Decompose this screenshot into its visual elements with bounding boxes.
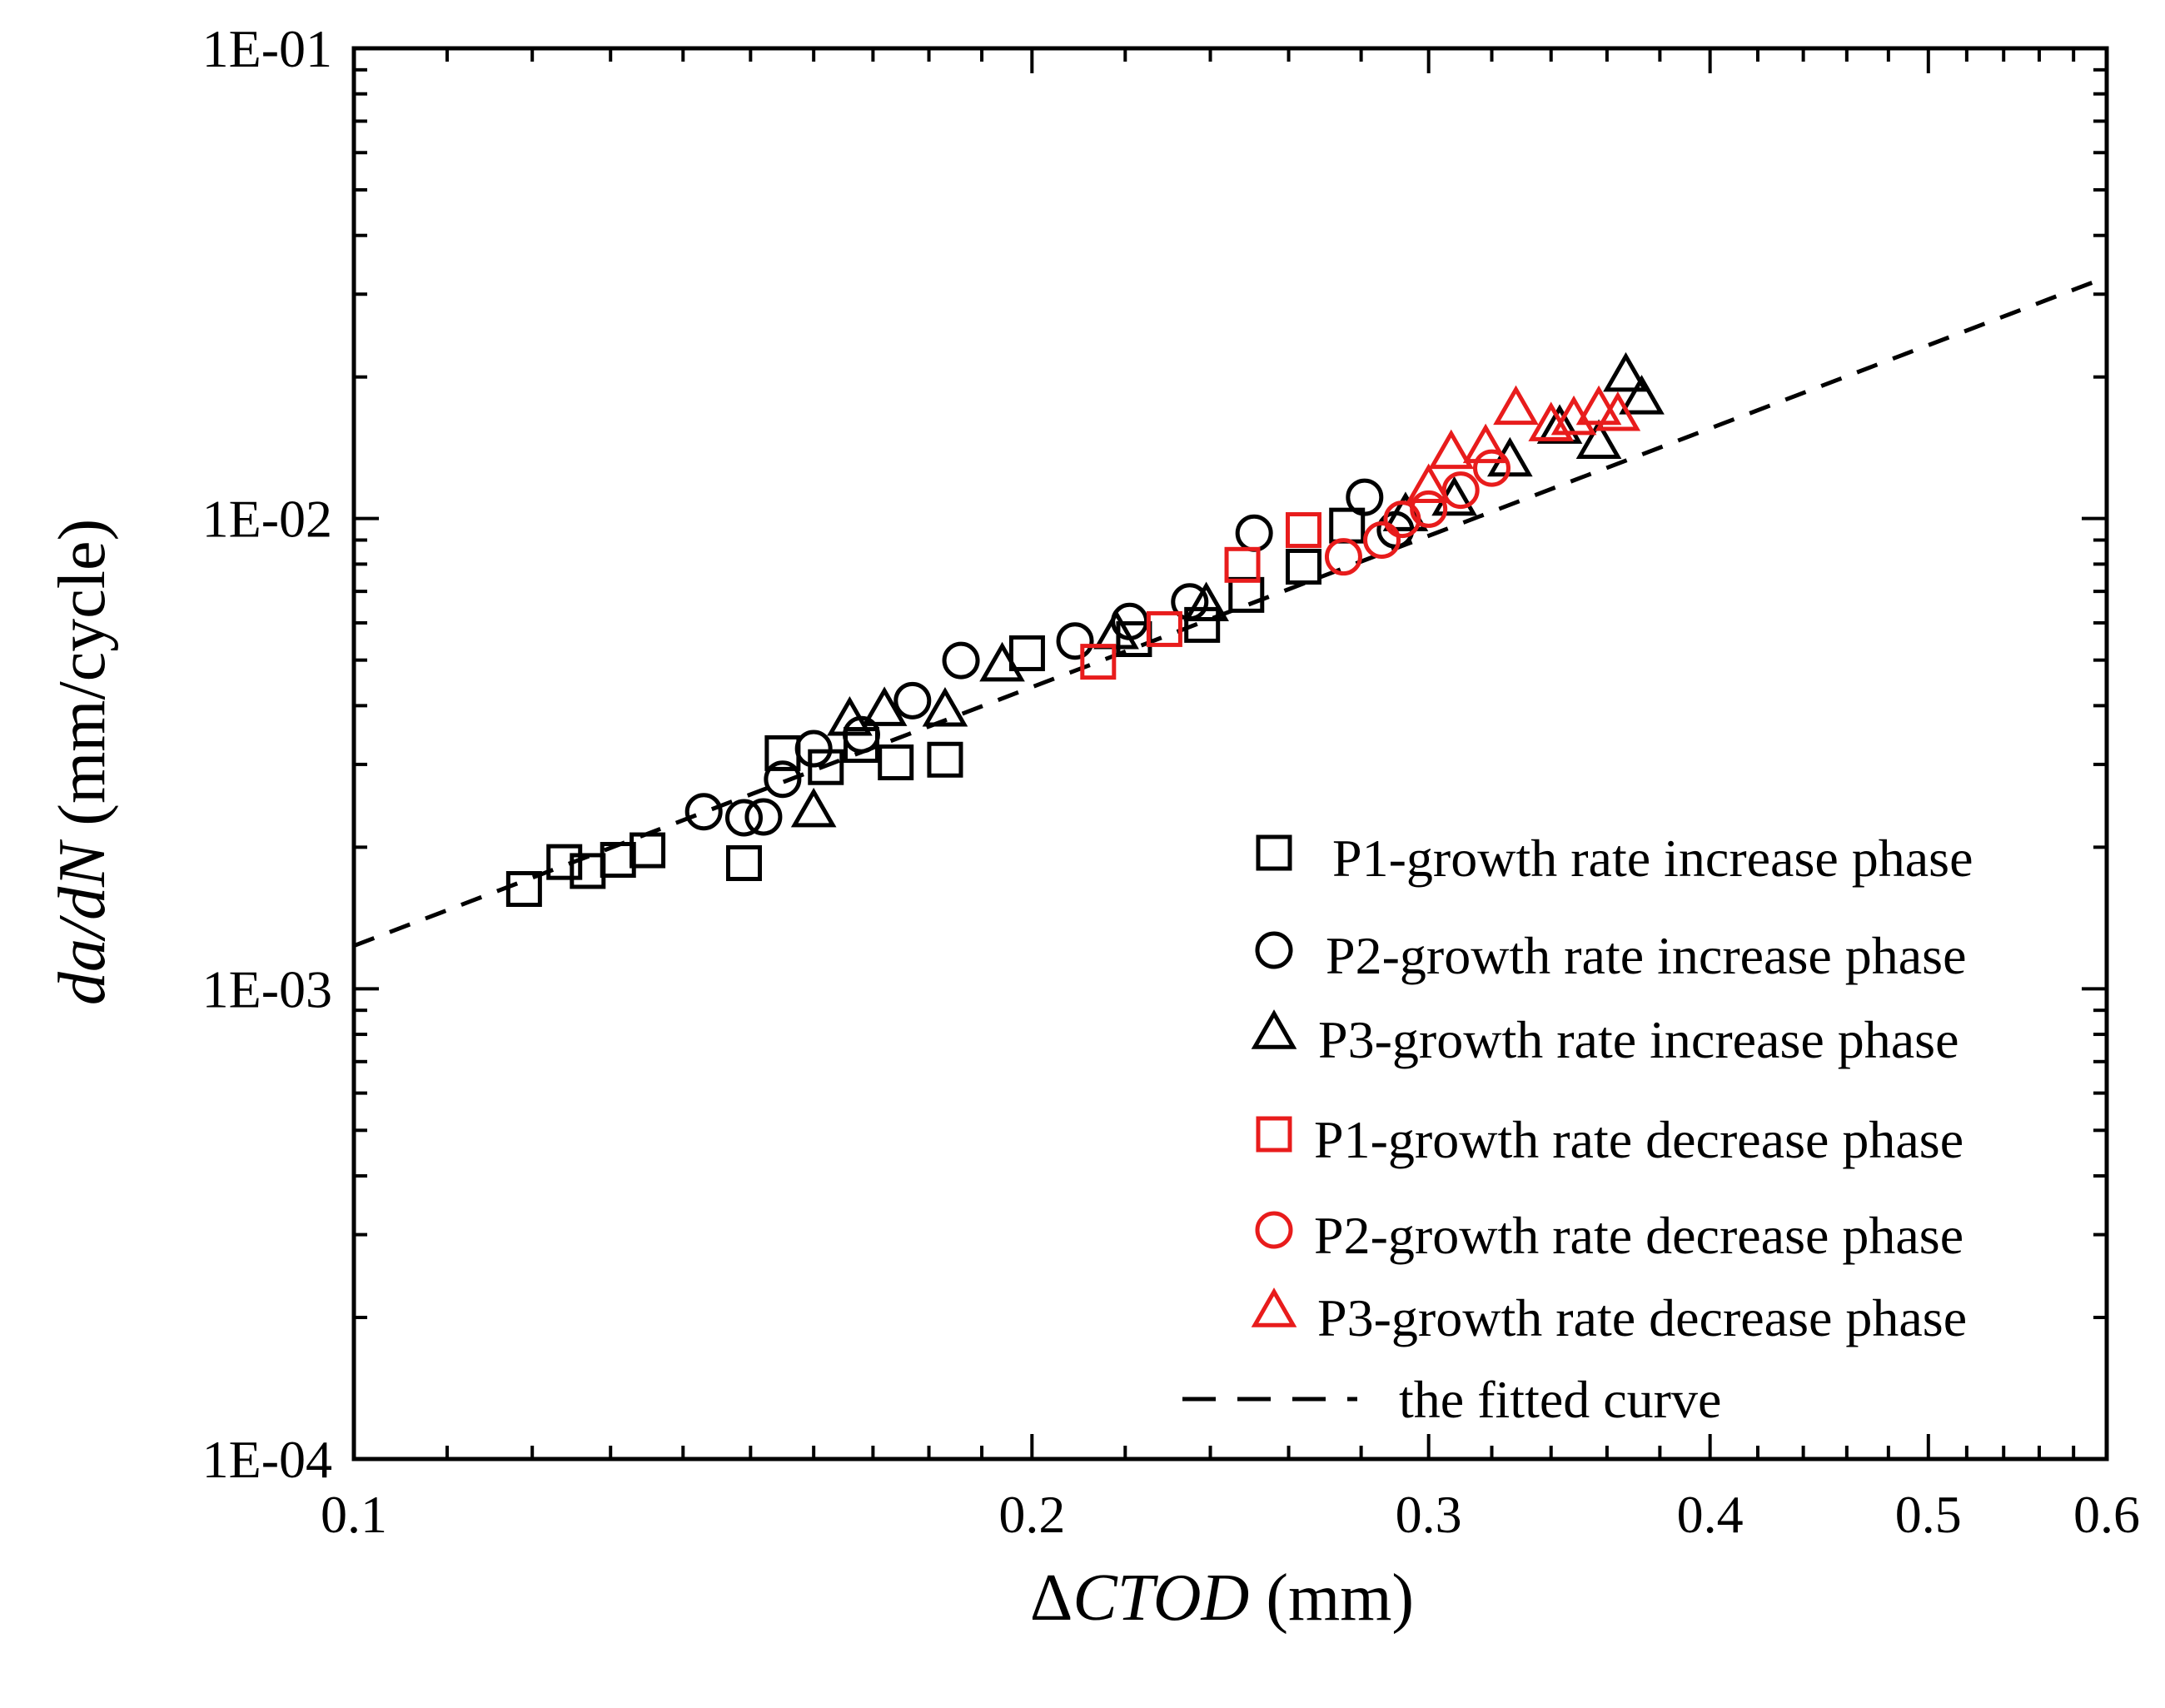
y-axis-label-suffix: (mm/cycle) (46, 519, 119, 843)
data-point-circle (1056, 622, 1094, 660)
data-point-square (1285, 512, 1321, 549)
x-tick-label: 0.6 (2073, 1485, 2140, 1544)
data-point-triangle (1406, 463, 1451, 503)
series-6 (1406, 385, 1641, 503)
data-point-circle (1441, 471, 1480, 510)
x-tick-label: 0.1 (321, 1485, 387, 1544)
legend-label: P1-growth rate increase phase (1332, 829, 1973, 888)
data-point-circle (794, 730, 833, 768)
data-point-square (600, 842, 636, 879)
x-axis-label-italic: CTOD (1073, 1561, 1249, 1635)
data-point-circle (744, 798, 783, 836)
legend-marker-triangle (1251, 1009, 1297, 1049)
data-point-triangle (1595, 391, 1641, 431)
y-tick-label: 1E-01 (202, 19, 332, 78)
data-point-triangle (1603, 351, 1649, 392)
data-point-triangle (1575, 419, 1622, 459)
data-point-square (1224, 546, 1261, 583)
legend-marker-circle (1255, 1211, 1293, 1249)
x-axis-label: ΔCTOD (mm) (1030, 1561, 1414, 1635)
data-point-square (1285, 548, 1321, 585)
x-tick-label: 0.3 (1396, 1485, 1462, 1544)
y-axis-label: da/dN (mm/cycle) (46, 519, 119, 1005)
data-point-triangle (790, 787, 837, 828)
legend-label: P2-growth rate decrease phase (1314, 1206, 1963, 1265)
data-point-square (1184, 606, 1221, 643)
data-point-circle (1383, 500, 1421, 539)
data-point-square (505, 871, 542, 908)
data-point-triangle (1493, 385, 1539, 426)
x-tick-label: 0.2 (998, 1485, 1065, 1544)
series-4 (1080, 512, 1321, 680)
legend-label: P3-growth rate decrease phase (1317, 1288, 1967, 1347)
data-point-circle (764, 760, 802, 799)
data-point-circle (1324, 538, 1362, 576)
data-point-square (630, 832, 666, 869)
legend-label: P1-growth rate decrease phase (1314, 1110, 1963, 1169)
axis-ticks (352, 48, 2108, 1461)
data-point-triangle (827, 696, 873, 736)
data-point-square (1080, 644, 1117, 680)
legend-marker-circle (1255, 931, 1293, 969)
data-point-triangle (1619, 375, 1665, 415)
legend-marker-triangle (1251, 1287, 1297, 1327)
data-point-triangle (922, 687, 968, 727)
x-tick-label: 0.5 (1895, 1485, 1962, 1544)
data-point-square (808, 749, 844, 785)
data-point-triangle (1575, 385, 1622, 426)
data-point-circle (684, 793, 723, 831)
y-axis-label-italic: da/dN (46, 839, 119, 1005)
legend-label: P2-growth rate increase phase (1326, 926, 1966, 985)
data-point-square (927, 741, 963, 778)
data-point-triangle (1462, 423, 1509, 464)
y-tick-label: 1E-03 (202, 959, 332, 1018)
series-5 (1324, 449, 1511, 576)
x-tick-label: 0.4 (1677, 1485, 1744, 1544)
data-point-circle (1472, 449, 1511, 487)
data-point-triangle (1183, 581, 1229, 622)
legend-marker-square (1256, 834, 1292, 871)
data-point-triangle (1486, 436, 1533, 477)
legend-marker-square (1256, 1116, 1292, 1153)
data-point-circle (1410, 490, 1448, 528)
plot-frame (351, 46, 2109, 1462)
data-point-circle (1363, 521, 1401, 560)
data-point-circle (1346, 478, 1384, 516)
y-tick-label: 1E-02 (202, 490, 332, 549)
data-point-square (843, 727, 879, 764)
data-point-square (878, 744, 914, 780)
x-axis-label-suffix: (mm) (1249, 1561, 1414, 1635)
data-point-triangle (861, 686, 908, 726)
tick-labels: 1E-04 1E-03 1E-02 1E-01 0.1 0.2 0.3 0.4 0.5 0.6 (202, 19, 2140, 1544)
data-point-square (546, 844, 583, 880)
y-tick-label: 1E-04 (202, 1430, 332, 1489)
data-point-triangle (1093, 609, 1139, 650)
data-points (505, 351, 1665, 908)
legend-label: P3-growth rate increase phase (1318, 1010, 1958, 1069)
data-point-circle (724, 799, 763, 837)
data-point-triangle (1536, 404, 1583, 444)
data-point-square (725, 844, 762, 881)
data-point-triangle (1428, 429, 1475, 470)
legend-label-fit: the fitted curve (1399, 1370, 1721, 1429)
data-point-circle (893, 681, 932, 720)
data-point-square (1008, 635, 1045, 671)
x-axis-label-prefix: Δ (1030, 1561, 1073, 1635)
legend: P1-growth rate increase phase P2-growth r… (1182, 829, 1973, 1429)
data-point-square (1146, 610, 1182, 647)
data-point-circle (942, 641, 980, 680)
data-point-triangle (979, 641, 1025, 682)
